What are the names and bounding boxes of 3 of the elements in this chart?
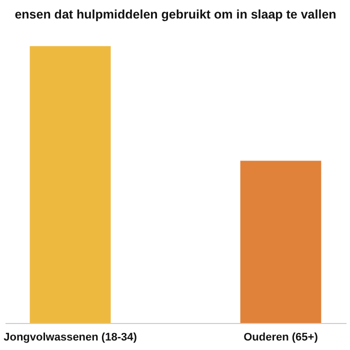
chart-title: ensen dat hulpmiddelen gebruikt om in slaap te vallen (14, 8, 336, 22)
x-tick-label: Jongvolwassenen (18-34) (4, 332, 138, 344)
x-tick-label: Ouderen (65+) (244, 332, 318, 344)
